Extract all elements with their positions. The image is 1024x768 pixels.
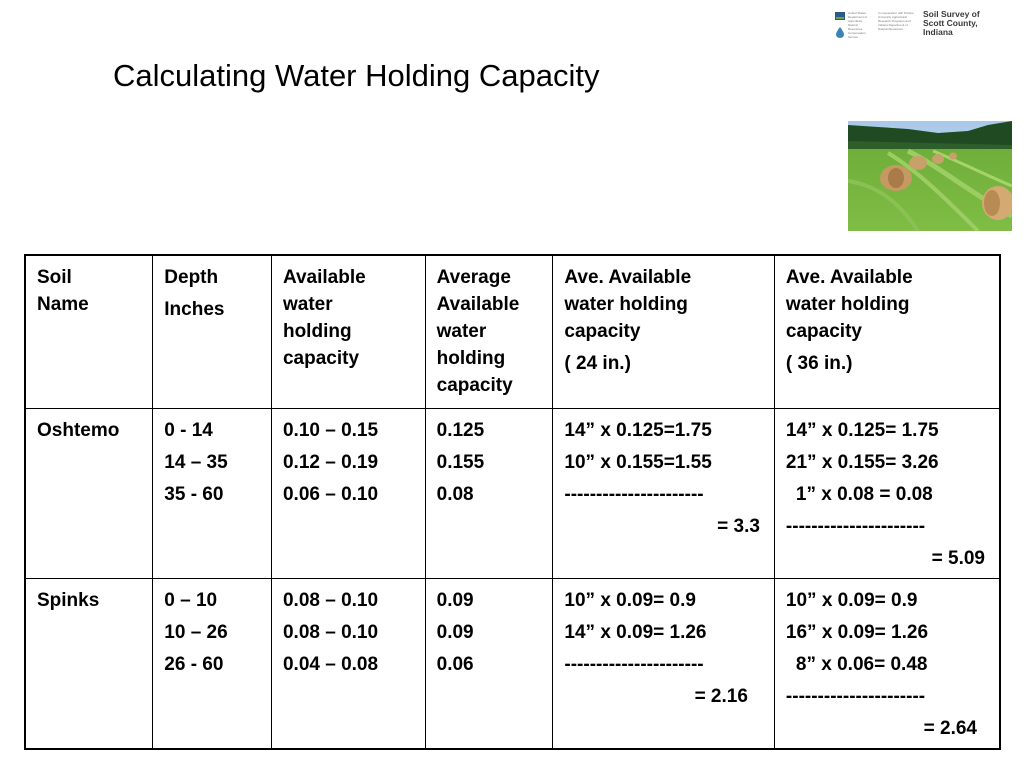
logo-text: Soil Survey of Scott County, Indiana (923, 9, 980, 37)
usda-logo-icon (835, 12, 845, 20)
header-depth: Depth Inches (152, 254, 272, 409)
cell-calc-36-inches: 14” x 0.125= 1.75 21” x 0.155= 3.26 1” x… (773, 407, 1001, 579)
cell-depths: 0 - 14 14 – 35 35 - 60 (152, 407, 272, 579)
header-available-water-holding-capacity: Available water holding capacity (270, 254, 426, 409)
table-row-oshtemo: Oshtemo 0 - 14 14 – 35 35 - 60 0.10 – 0.… (24, 407, 1001, 579)
cell-calc-24-inches: 10” x 0.09= 0.9 14” x 0.09= 1.26 -------… (552, 577, 775, 749)
cell-awc-ranges: 0.10 – 0.15 0.12 – 0.19 0.06 – 0.10 (270, 407, 426, 579)
slide-title: Calculating Water Holding Capacity (113, 58, 600, 93)
cell-calc-24-inches: 14” x 0.125=1.75 10” x 0.155=1.55 ------… (552, 407, 775, 579)
cell-average-awc: 0.09 0.09 0.06 (424, 577, 554, 749)
nrcs-logo-icon (836, 27, 844, 38)
agency-logos: United States Department of Agriculture … (833, 10, 1003, 44)
header-awc-24-inches: Ave. Available water holding capacity ( … (552, 254, 775, 409)
cell-awc-ranges: 0.08 – 0.10 0.08 – 0.10 0.04 – 0.08 (270, 577, 426, 749)
cell-calc-36-inches: 10” x 0.09= 0.9 16” x 0.09= 1.26 8” x 0.… (773, 577, 1001, 749)
table-row-spinks: Spinks 0 – 10 10 – 26 26 - 60 0.08 – 0.1… (24, 577, 1001, 749)
water-holding-capacity-table: Soil Name Depth Inches Available water h… (24, 254, 1001, 750)
cell-average-awc: 0.125 0.155 0.08 (424, 407, 554, 579)
cell-soil-name: Spinks (24, 577, 154, 749)
header-soil-name: Soil Name (24, 254, 154, 409)
table-header-row: Soil Name Depth Inches Available water h… (24, 254, 1001, 409)
header-average-available-water-holding-capacity: Average Available water holding capacity (424, 254, 554, 409)
cell-soil-name: Oshtemo (24, 407, 154, 579)
cell-depths: 0 – 10 10 – 26 26 - 60 (152, 577, 272, 749)
hay-bales-field-photo (848, 121, 1012, 231)
header-awc-36-inches: Ave. Available water holding capacity ( … (773, 254, 1001, 409)
